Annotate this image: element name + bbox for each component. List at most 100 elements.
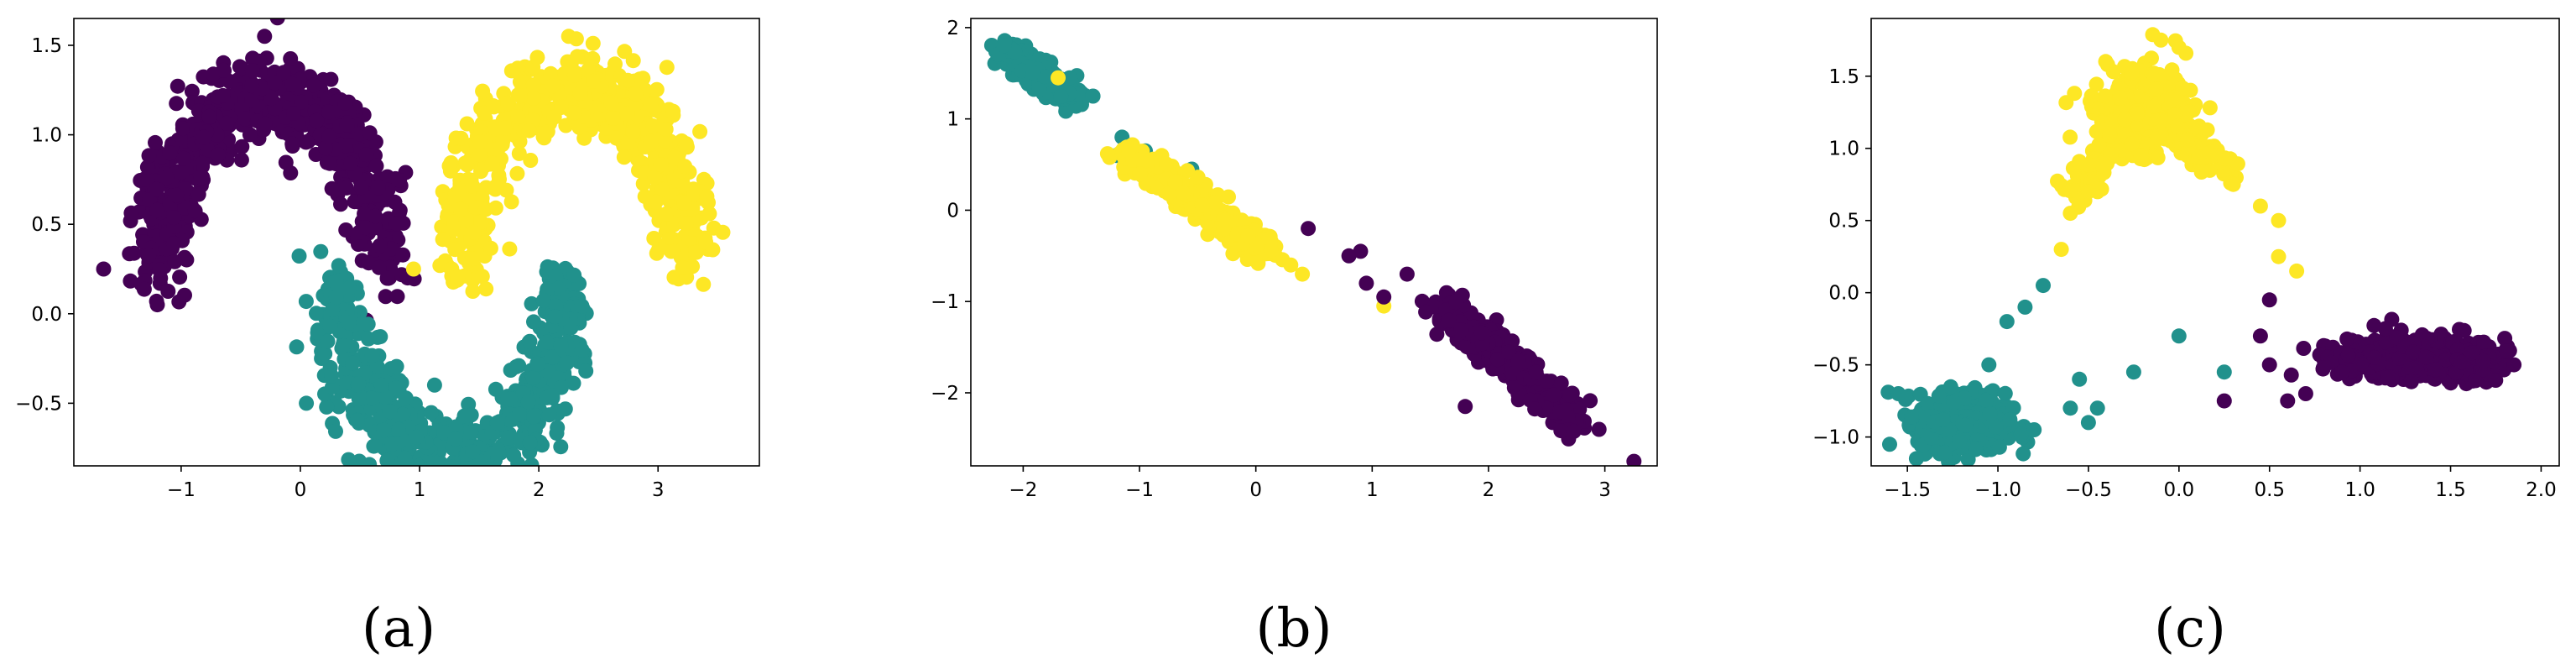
- data-point-teal: [550, 280, 566, 296]
- data-point-teal: [461, 468, 477, 483]
- data-point-purple: [309, 112, 325, 128]
- x-tick-label: −1.5: [1884, 479, 1931, 501]
- data-point-yellow: [688, 244, 704, 260]
- data-point-yellow: [665, 243, 681, 259]
- data-point-teal: [430, 473, 446, 488]
- data-point-yellow: [570, 49, 585, 65]
- data-point-teal: [1890, 386, 1906, 401]
- points-group: [983, 33, 1642, 466]
- data-point-yellow: [2098, 88, 2113, 104]
- x-tick-label: −0.5: [2065, 479, 2112, 501]
- data-point-teal: [446, 498, 461, 513]
- data-point-yellow: [488, 121, 503, 137]
- data-point-purple: [337, 95, 353, 111]
- data-point-yellow: [692, 123, 708, 139]
- data-point-yellow: [484, 155, 500, 171]
- data-point-purple: [321, 104, 337, 120]
- data-point-teal: [522, 435, 538, 451]
- x-tick-label: 2.0: [2526, 479, 2557, 501]
- data-point-yellow: [2193, 120, 2208, 136]
- data-point-yellow: [1194, 197, 1210, 213]
- data-point-yellow: [521, 123, 537, 139]
- data-point-purple: [269, 18, 285, 26]
- data-point-yellow: [2062, 129, 2078, 145]
- data-point-yellow: [2117, 112, 2133, 128]
- y-tick-label: 0.0: [31, 304, 62, 326]
- data-point-yellow: [476, 105, 492, 121]
- y-tick-label: 0: [946, 200, 959, 222]
- data-point-yellow: [2164, 62, 2180, 78]
- data-point-teal: [2062, 400, 2078, 416]
- data-point-purple: [1546, 387, 1562, 403]
- data-point-teal: [525, 370, 541, 386]
- data-point-purple: [2497, 331, 2513, 347]
- data-point-teal: [384, 465, 391, 466]
- data-point-teal: [436, 425, 452, 441]
- data-point-teal: [398, 390, 414, 406]
- data-point-purple: [2391, 350, 2407, 366]
- data-point-yellow: [628, 86, 644, 102]
- data-point-yellow: [698, 234, 714, 250]
- data-point-yellow: [2164, 91, 2179, 107]
- data-point-teal: [1025, 65, 1041, 81]
- data-point-purple: [2476, 334, 2491, 350]
- scatter-plot-c: −1.5 −1.0 −0.5 0.0 0.5 1.0 1.5 2.0−1.0−0.50.00.…: [1812, 18, 2560, 501]
- data-point-purple: [193, 170, 209, 186]
- data-point-yellow: [1132, 166, 1148, 182]
- data-point-purple: [2380, 369, 2396, 385]
- data-point-teal: [433, 468, 448, 483]
- data-point-teal: [1988, 419, 2004, 435]
- data-point-purple: [284, 76, 300, 92]
- data-point-teal: [2216, 364, 2232, 380]
- data-point-teal: [445, 469, 460, 484]
- data-point-teal: [1946, 395, 1962, 410]
- data-point-teal: [557, 401, 573, 417]
- data-point-purple: [149, 181, 164, 197]
- data-point-teal: [382, 404, 398, 420]
- data-point-teal: [433, 456, 449, 466]
- data-point-yellow: [478, 281, 494, 297]
- data-point-teal: [549, 426, 565, 442]
- data-point-purple: [284, 136, 300, 152]
- data-point-yellow: [607, 56, 623, 72]
- data-point-purple: [2261, 357, 2277, 373]
- data-point-yellow: [715, 224, 731, 240]
- data-point-yellow: [477, 201, 493, 217]
- data-point-purple: [2366, 349, 2382, 365]
- data-point-purple: [2418, 349, 2434, 365]
- data-point-purple: [317, 140, 333, 156]
- x-tick-label: 0.0: [2164, 479, 2195, 501]
- data-point-yellow: [619, 106, 635, 122]
- data-point-teal: [373, 377, 389, 393]
- data-point-teal: [520, 394, 536, 410]
- data-point-purple: [1626, 453, 1642, 466]
- data-point-purple: [388, 228, 404, 244]
- data-point-teal: [317, 346, 333, 362]
- y-tick-label: −2: [931, 383, 959, 405]
- data-point-purple: [1457, 399, 1473, 415]
- y-tick-label: 1: [946, 109, 959, 131]
- data-point-yellow: [1263, 243, 1279, 259]
- data-point-purple: [148, 134, 163, 150]
- data-point-teal: [2072, 371, 2088, 387]
- data-point-yellow: [699, 189, 715, 205]
- data-point-purple: [1418, 304, 1434, 320]
- data-point-teal: [426, 377, 442, 393]
- data-point-purple: [388, 170, 404, 186]
- data-point-teal: [1924, 430, 1939, 446]
- data-point-purple: [169, 96, 185, 112]
- data-point-teal: [309, 306, 324, 321]
- data-point-teal: [328, 423, 343, 439]
- x-tick-label: 1: [414, 479, 426, 501]
- data-point-teal: [506, 447, 522, 463]
- data-point-yellow: [2096, 165, 2112, 180]
- data-point-teal: [395, 406, 411, 422]
- data-point-purple: [141, 248, 157, 264]
- data-point-yellow: [1283, 257, 1299, 273]
- data-point-purple: [187, 203, 203, 219]
- data-point-yellow: [511, 145, 527, 161]
- data-point-teal: [500, 430, 516, 446]
- data-point-yellow: [676, 195, 692, 211]
